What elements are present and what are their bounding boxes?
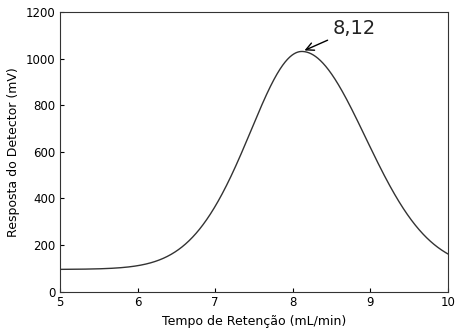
X-axis label: Tempo de Retenção (mL/min): Tempo de Retenção (mL/min) <box>162 315 346 328</box>
Y-axis label: Resposta do Detector (mV): Resposta do Detector (mV) <box>7 67 20 237</box>
Text: 8,12: 8,12 <box>306 19 376 50</box>
